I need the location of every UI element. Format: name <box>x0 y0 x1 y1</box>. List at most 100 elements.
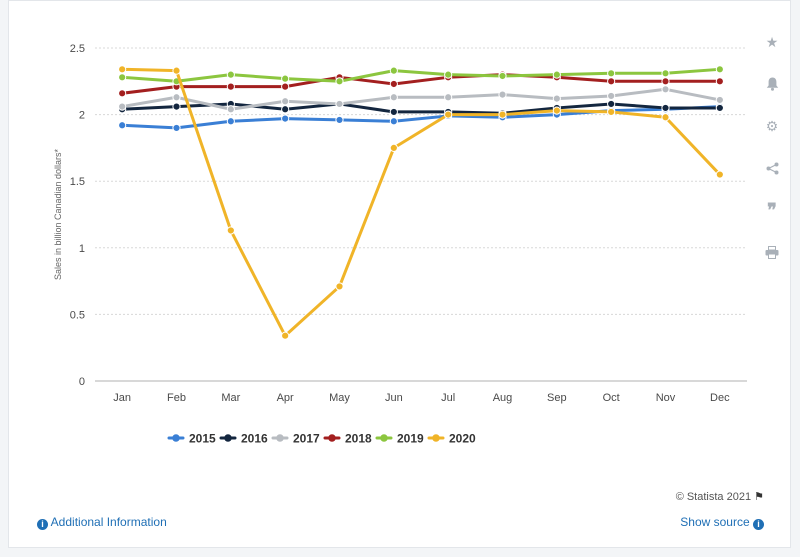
data-point-2019 <box>552 70 561 79</box>
data-point-2018 <box>389 79 398 89</box>
series-line-2020 <box>120 67 722 338</box>
additional-info-link[interactable]: i Additional Information <box>37 515 167 530</box>
legend-marker-2016 <box>224 434 232 442</box>
x-tick-label: Nov <box>656 392 676 404</box>
legend-label-2016: 2016 <box>241 432 268 446</box>
data-point-2020 <box>715 170 724 179</box>
legend-marker-2019 <box>380 434 388 442</box>
x-tick-label: May <box>329 392 350 404</box>
data-point-2018 <box>661 77 670 86</box>
data-point-2015 <box>118 121 127 130</box>
quote-icon[interactable]: ❞ <box>767 199 777 220</box>
legend-marker-2017 <box>276 434 284 442</box>
x-tick-label: Mar <box>221 392 240 404</box>
legend-label-2018: 2018 <box>345 432 372 446</box>
star-icon[interactable]: ★ <box>765 33 779 50</box>
legend-label-2020: 2020 <box>449 432 476 446</box>
data-point-2019 <box>118 73 127 82</box>
data-point-2019 <box>281 74 290 83</box>
share-icon[interactable] <box>757 153 787 183</box>
data-point-2016 <box>661 103 670 113</box>
credit-text: © Statista 2021 <box>675 491 752 503</box>
x-tick-label: Jun <box>385 392 403 404</box>
data-point-2019 <box>661 69 670 78</box>
data-point-2020 <box>389 143 398 152</box>
data-point-2019 <box>335 77 344 86</box>
legend-marker-2020 <box>432 434 440 442</box>
data-point-2019 <box>607 69 616 78</box>
data-point-2019 <box>444 70 453 79</box>
data-point-2020 <box>444 110 453 119</box>
print-icon[interactable] <box>757 237 787 267</box>
bell-icon[interactable] <box>757 69 787 99</box>
data-point-2020 <box>661 113 670 122</box>
legend-marker-2018 <box>328 434 336 442</box>
series-line-2017 <box>120 87 722 111</box>
legend-label-2017: 2017 <box>293 432 320 446</box>
series-line-2015 <box>120 105 722 130</box>
data-point-2017 <box>335 99 344 109</box>
data-point-2016 <box>389 107 398 117</box>
data-point-2020 <box>118 65 127 74</box>
data-point-2020 <box>281 331 290 340</box>
data-point-2018 <box>281 82 290 91</box>
data-point-2017 <box>498 90 507 99</box>
data-point-2020 <box>498 110 507 119</box>
data-point-2016 <box>715 103 724 113</box>
data-point-2018 <box>715 77 724 86</box>
y-tick-label: 1.5 <box>70 176 85 188</box>
data-point-2016 <box>607 99 616 109</box>
info-icon: i <box>37 519 48 530</box>
y-tick-label: 0.5 <box>70 309 85 321</box>
x-tick-label: Aug <box>493 392 513 404</box>
flag-icon: ⚑ <box>754 491 764 503</box>
series-line-2019 <box>120 67 722 83</box>
y-axis-label: Sales in billion Canadian dollars* <box>53 148 63 280</box>
x-tick-label: Jan <box>113 392 131 404</box>
data-point-2019 <box>715 65 724 74</box>
data-point-2018 <box>118 89 127 98</box>
gear-icon[interactable]: ⚙ <box>765 117 779 134</box>
data-point-2017 <box>444 93 453 102</box>
data-point-2020 <box>172 66 181 75</box>
data-point-2015 <box>226 117 235 126</box>
y-tick-label: 0 <box>79 376 85 388</box>
data-point-2017 <box>281 97 290 106</box>
statista-credit[interactable]: © Statista 2021 ⚑ <box>676 490 764 503</box>
series-line-2018 <box>120 73 722 95</box>
x-tick-label: Jul <box>441 392 455 404</box>
line-chart: 0 0.5 1 1.5 2 2.5 Jan Feb Mar Apr May Jun Jul Aug Sep O… <box>53 43 747 446</box>
data-point-2017 <box>226 105 235 114</box>
chart-card: 0 0.5 1 1.5 2 2.5 Jan Feb Mar Apr May Jun Jul Aug Sep O… <box>8 0 791 548</box>
toolbar: ★ ⚙ ❞ <box>757 27 787 279</box>
data-point-2019 <box>498 71 507 81</box>
legend-label-2015: 2015 <box>189 432 216 446</box>
x-tick-label: Oct <box>603 392 620 404</box>
legend-label-2019: 2019 <box>397 432 424 446</box>
data-point-2018 <box>607 77 616 86</box>
data-point-2015 <box>335 115 344 125</box>
data-point-2017 <box>172 93 181 102</box>
additional-info-label: Additional Information <box>50 515 167 529</box>
info-icon: i <box>753 519 764 530</box>
x-tick-label: Sep <box>547 392 567 404</box>
data-point-2018 <box>226 82 235 91</box>
data-point-2016 <box>281 105 290 114</box>
data-point-2015 <box>281 114 290 123</box>
show-source-link[interactable]: Show source i <box>680 515 764 530</box>
y-tick-label: 2.5 <box>70 43 85 55</box>
data-point-2020 <box>226 226 235 235</box>
data-point-2017 <box>661 85 670 94</box>
data-point-2016 <box>172 102 181 111</box>
data-point-2019 <box>389 66 398 75</box>
data-point-2020 <box>335 282 344 291</box>
y-tick-label: 1 <box>79 243 85 255</box>
data-point-2020 <box>607 107 616 117</box>
data-point-2017 <box>607 91 616 101</box>
y-tick-label: 2 <box>79 110 85 122</box>
data-point-2015 <box>172 123 181 133</box>
show-source-label: Show source <box>680 515 750 529</box>
legend-marker-2015 <box>172 434 180 442</box>
x-tick-label: Dec <box>710 392 730 404</box>
x-tick-label: Feb <box>167 392 186 404</box>
